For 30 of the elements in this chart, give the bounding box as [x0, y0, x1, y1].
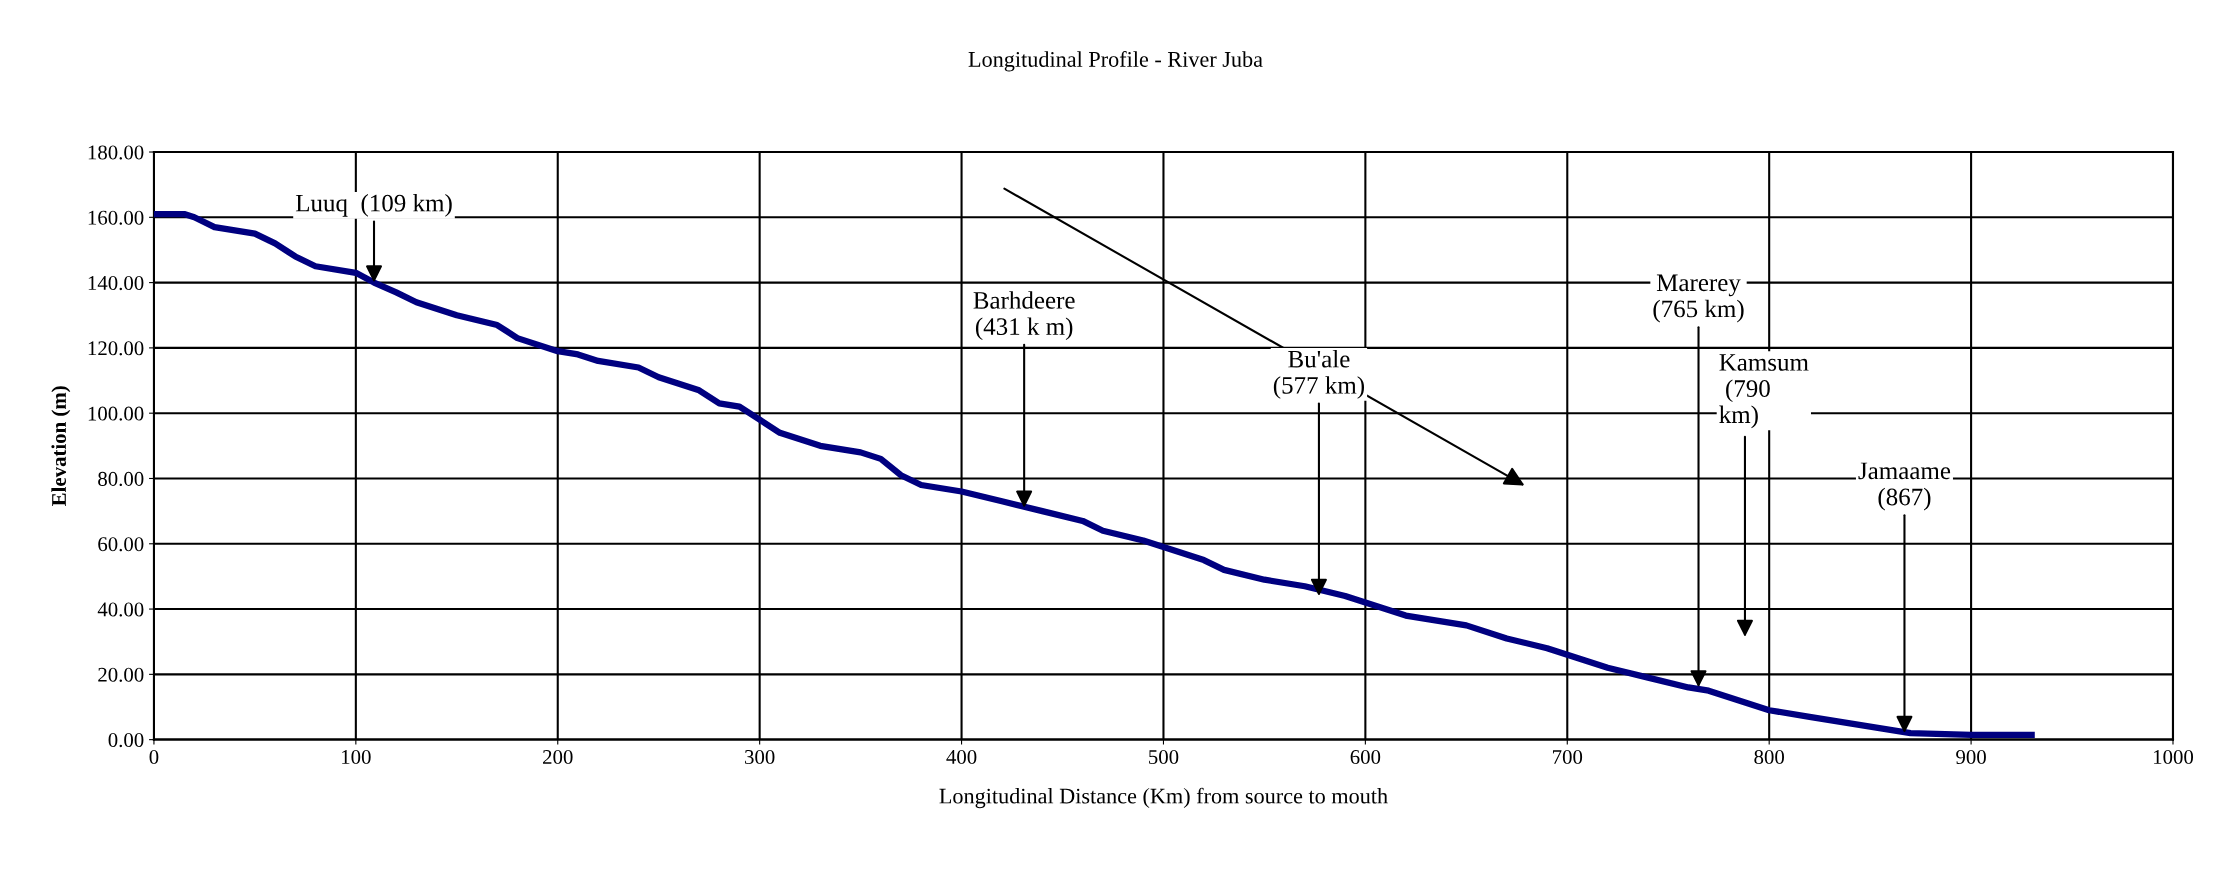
y-axis-title: Elevation (m): [51, 386, 71, 506]
annotation: Luuq (109 km): [295, 193, 452, 217]
y-tick-label: 20.00: [98, 667, 144, 682]
annotation: Jamaame (867): [1858, 462, 1951, 511]
x-tick-label: 800: [1754, 749, 1785, 765]
annotation: Kamsum (790 km): [1719, 354, 1809, 429]
x-tick-label: 900: [1956, 749, 1986, 765]
x-tick-label: 400: [946, 749, 977, 765]
x-tick-label: 500: [1149, 749, 1179, 765]
y-tick-label: 180.00: [88, 145, 144, 160]
y-tick-label: 100.00: [88, 406, 144, 421]
x-tick-label: 700: [1553, 749, 1583, 765]
x-tick-label: 0: [149, 749, 159, 765]
x-axis-title: Longitudinal Distance (Km) from source to mouth: [939, 787, 1388, 809]
chart-title: Longitudinal Profile - River Juba: [968, 51, 1263, 72]
y-tick-label: 40.00: [97, 602, 144, 617]
y-tick-label: 80.00: [98, 471, 144, 486]
y-tick-label: 160.00: [88, 210, 144, 225]
x-tick-label: 1000: [2153, 749, 2194, 765]
x-tick-label: 600: [1350, 749, 1381, 765]
x-tick-label: 200: [543, 749, 573, 765]
y-tick-label: 60.00: [98, 537, 144, 552]
x-tick-label: 100: [342, 749, 371, 765]
annotation: Bu'ale (577 km): [1273, 350, 1365, 399]
y-tick-label: 120.00: [88, 341, 144, 356]
annotation: Marerey (765 km): [1653, 274, 1744, 323]
x-tick-label: 300: [745, 749, 775, 765]
annotation: Barhdeere (431 k m): [973, 291, 1075, 341]
y-tick-label: 0.00: [108, 733, 144, 748]
y-tick-label: 140.00: [88, 275, 144, 291]
